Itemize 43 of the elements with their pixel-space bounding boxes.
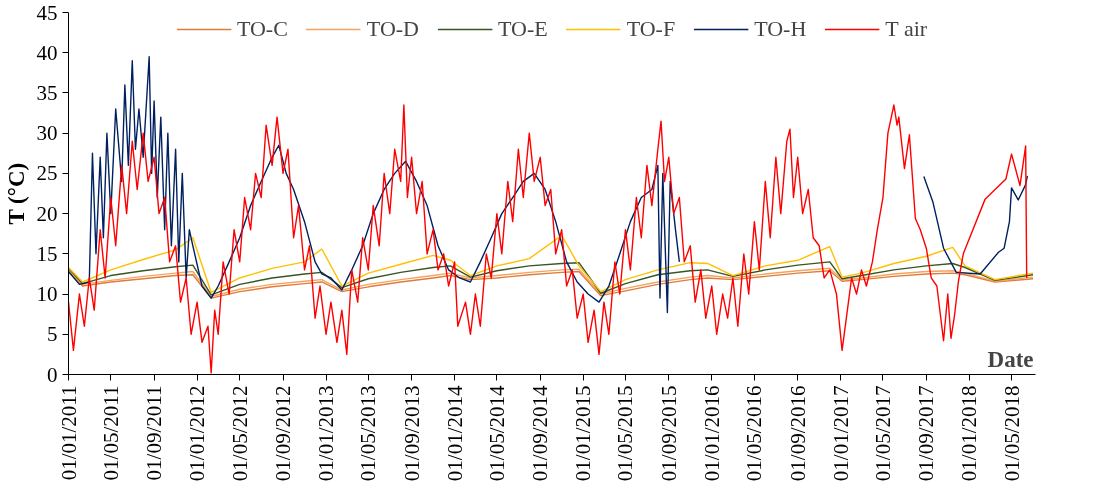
x-tick-label: 01/01/2015: [571, 385, 596, 482]
y-axis-title: T (°C): [3, 162, 29, 225]
line-series: [68, 234, 1034, 294]
y-tick-label: 0: [47, 362, 58, 387]
x-tick-label: 01/01/2011: [56, 385, 81, 481]
y-tick-label: 15: [36, 241, 58, 266]
x-tick-label: 01/01/2018: [957, 385, 982, 482]
x-tick-label: 01/05/2015: [613, 385, 638, 482]
legend-label: TO-F: [626, 16, 676, 42]
y-tick-label: 40: [36, 40, 58, 65]
x-axis-title: Date: [987, 346, 1034, 372]
y-tick-label: 45: [36, 0, 58, 25]
x-tick-label: 01/05/2013: [356, 385, 381, 482]
x-tick-label: 01/01/2017: [828, 385, 853, 482]
x-tick-label: 01/09/2015: [656, 385, 681, 482]
y-tick-label: 25: [36, 161, 58, 186]
legend-label: T air: [885, 16, 928, 42]
y-tick-label: 5: [47, 322, 58, 347]
x-tick-label: 01/05/2011: [98, 385, 123, 481]
legend-label: TO-D: [366, 16, 419, 42]
x-tick-label: 01/09/2012: [271, 385, 296, 482]
y-tick-label: 30: [36, 121, 58, 146]
x-tick-label: 01/01/2016: [699, 385, 724, 482]
x-tick-label: 01/01/2012: [185, 385, 210, 482]
legend-label: TO-H: [754, 16, 807, 42]
x-tick-label: 01/05/2016: [742, 385, 767, 482]
x-tick-label: 01/05/2014: [484, 385, 509, 482]
x-tick-label: 01/09/2014: [528, 385, 553, 482]
x-tick-label: 01/05/2012: [227, 385, 252, 482]
x-tick-label: 01/09/2011: [142, 385, 167, 481]
x-tick-label: 01/05/2018: [999, 385, 1024, 482]
legend-label: TO-C: [236, 16, 288, 42]
x-tick-label: 01/09/2017: [914, 385, 939, 482]
x-tick-label: 01/09/2013: [399, 385, 424, 482]
x-tick-label: 01/05/2017: [870, 385, 895, 482]
x-tick-label: 01/01/2013: [314, 385, 339, 482]
y-tick-label: 20: [36, 201, 58, 226]
line-series: [68, 261, 1034, 296]
y-tick-label: 35: [36, 80, 58, 105]
legend-label: TO-E: [497, 16, 548, 42]
x-tick-label: 01/01/2014: [442, 385, 467, 482]
y-tick-label: 10: [36, 282, 58, 307]
x-tick-label: 01/09/2016: [785, 385, 810, 482]
